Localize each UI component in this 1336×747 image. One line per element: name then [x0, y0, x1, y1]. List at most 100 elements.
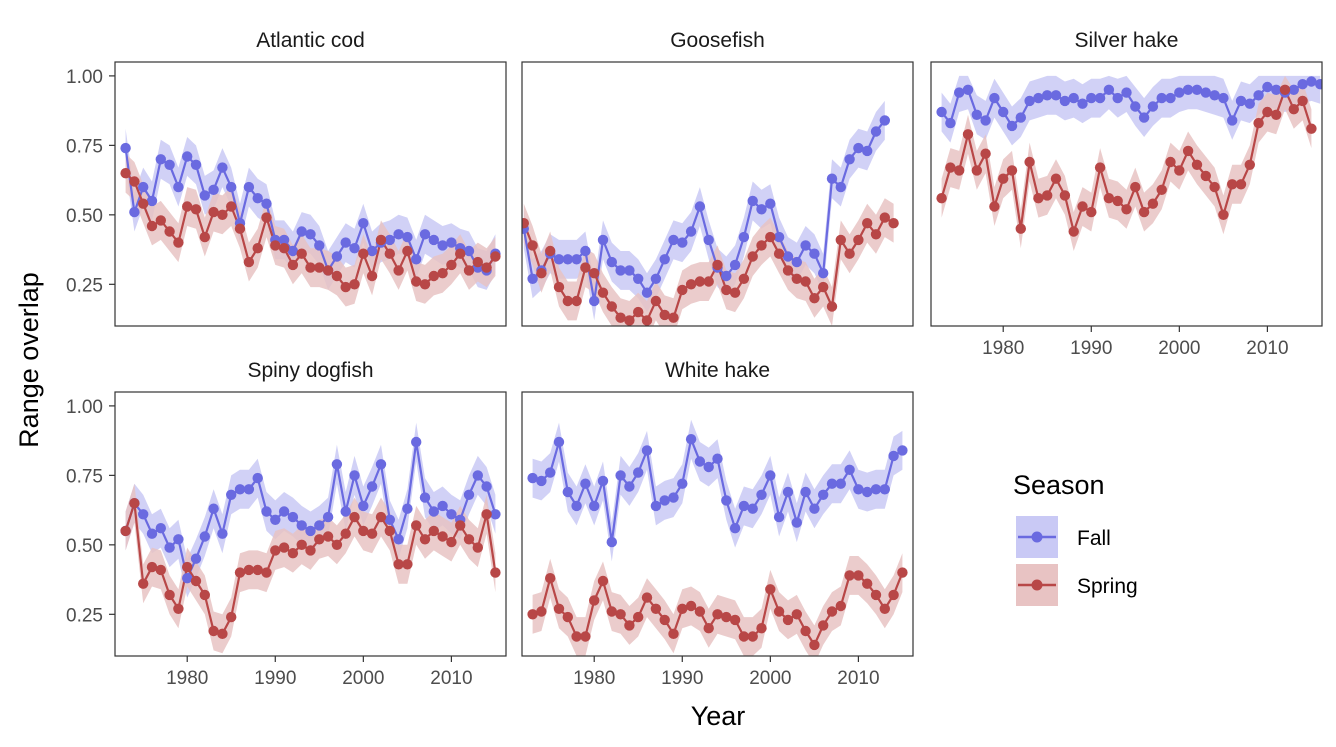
- legend: Season Fall Spring: [1013, 470, 1138, 606]
- point-spring-white-hake: [624, 620, 635, 631]
- point-fall-silver-hake: [1288, 84, 1300, 96]
- point-fall-atlantic-cod: [199, 190, 210, 201]
- point-spring-atlantic-cod: [305, 262, 316, 273]
- x-tick-label: 2000: [749, 668, 791, 689]
- point-spring-spiny-dogfish: [270, 545, 281, 556]
- point-fall-goosefish: [703, 234, 714, 246]
- point-fall-spiny-dogfish: [472, 470, 483, 481]
- point-fall-goosefish: [844, 154, 855, 165]
- point-spring-atlantic-cod: [402, 245, 413, 257]
- ribbon-fall-silver-hake: [941, 75, 1321, 146]
- point-fall-spiny-dogfish: [393, 534, 404, 545]
- point-fall-goosefish: [527, 273, 538, 284]
- point-spring-white-hake: [791, 609, 802, 620]
- point-spring-silver-hake: [1209, 181, 1220, 193]
- point-spring-silver-hake: [980, 148, 991, 159]
- point-spring-atlantic-cod: [155, 215, 166, 226]
- point-spring-spiny-dogfish: [190, 575, 202, 587]
- point-spring-goosefish: [641, 315, 653, 326]
- point-fall-spiny-dogfish: [437, 500, 448, 512]
- point-fall-spiny-dogfish: [402, 503, 413, 514]
- point-fall-goosefish: [729, 259, 741, 271]
- ribbon-fall-white-hake: [532, 419, 903, 562]
- point-spring-white-hake: [553, 603, 565, 614]
- point-spring-spiny-dogfish: [349, 511, 360, 523]
- point-fall-goosefish: [615, 265, 626, 276]
- point-spring-silver-hake: [1086, 206, 1097, 218]
- point-fall-white-hake: [729, 523, 741, 534]
- point-spring-goosefish: [597, 287, 609, 298]
- y-tick-label: 1.00: [66, 67, 103, 88]
- point-fall-silver-hake: [962, 84, 974, 96]
- x-tick-label: 1980: [166, 668, 208, 689]
- point-spring-spiny-dogfish: [226, 611, 237, 623]
- y-axis-title: Range overlap: [14, 272, 44, 448]
- point-spring-white-hake: [615, 609, 626, 620]
- point-spring-white-hake: [870, 589, 882, 601]
- point-spring-white-hake: [659, 614, 670, 626]
- legend-point: [1031, 579, 1043, 591]
- point-spring-spiny-dogfish: [296, 539, 307, 550]
- point-fall-goosefish: [747, 195, 758, 207]
- point-fall-white-hake: [712, 453, 723, 464]
- point-fall-goosefish: [853, 142, 864, 154]
- point-fall-silver-hake: [1077, 98, 1088, 109]
- point-fall-silver-hake: [1006, 120, 1018, 132]
- point-fall-white-hake: [844, 464, 855, 475]
- point-spring-goosefish: [685, 279, 697, 290]
- point-spring-silver-hake: [954, 165, 965, 176]
- point-spring-silver-hake: [945, 162, 956, 173]
- point-fall-goosefish: [835, 181, 846, 193]
- point-fall-atlantic-cod: [190, 159, 202, 170]
- point-fall-silver-hake: [1253, 90, 1264, 101]
- point-spring-white-hake: [738, 631, 750, 642]
- facet-title-spiny-dogfish: Spiny dogfish: [247, 359, 373, 382]
- panel-atlantic-cod: Atlantic cod: [114, 29, 507, 327]
- ribbon-spring-spiny-dogfish: [125, 483, 496, 654]
- point-fall-silver-hake: [1130, 101, 1141, 112]
- point-spring-spiny-dogfish: [446, 536, 457, 548]
- point-spring-silver-hake: [1042, 190, 1053, 201]
- point-spring-atlantic-cod: [129, 176, 140, 187]
- point-spring-atlantic-cod: [120, 168, 131, 179]
- point-fall-goosefish: [659, 254, 670, 265]
- point-fall-goosefish: [589, 295, 600, 307]
- point-spring-silver-hake: [1033, 193, 1044, 204]
- point-spring-spiny-dogfish: [199, 589, 210, 601]
- point-fall-silver-hake: [1050, 90, 1062, 101]
- point-fall-silver-hake: [980, 115, 991, 126]
- point-fall-atlantic-cod: [463, 245, 475, 257]
- point-spring-spiny-dogfish: [455, 520, 466, 531]
- point-spring-goosefish: [773, 248, 785, 259]
- point-fall-silver-hake: [1121, 87, 1132, 98]
- point-spring-atlantic-cod: [278, 243, 290, 254]
- point-spring-atlantic-cod: [366, 270, 378, 282]
- point-spring-atlantic-cod: [146, 220, 158, 232]
- point-spring-atlantic-cod: [411, 276, 422, 287]
- point-fall-white-hake: [800, 486, 811, 498]
- point-fall-silver-hake: [1209, 90, 1220, 101]
- point-fall-goosefish: [694, 201, 706, 212]
- x-tick-label: 2010: [430, 668, 472, 689]
- point-fall-atlantic-cod: [129, 206, 140, 218]
- point-fall-white-hake: [597, 475, 609, 487]
- point-spring-white-hake: [571, 631, 582, 642]
- point-fall-silver-hake: [1015, 112, 1026, 123]
- point-fall-silver-hake: [1086, 92, 1097, 104]
- point-spring-atlantic-cod: [270, 240, 281, 251]
- point-spring-atlantic-cod: [164, 226, 175, 237]
- point-fall-atlantic-cod: [331, 251, 343, 262]
- point-fall-goosefish: [624, 265, 635, 276]
- y-tick-label: 0.50: [66, 206, 103, 227]
- point-spring-atlantic-cod: [481, 262, 492, 273]
- point-fall-spiny-dogfish: [287, 511, 299, 523]
- point-fall-silver-hake: [1297, 79, 1308, 90]
- point-fall-goosefish: [738, 231, 750, 243]
- point-spring-goosefish: [615, 312, 626, 323]
- y-tick-label: 0.25: [66, 275, 103, 296]
- point-fall-atlantic-cod: [428, 234, 439, 246]
- point-spring-silver-hake: [1015, 223, 1026, 234]
- point-spring-spiny-dogfish: [366, 528, 378, 539]
- point-spring-goosefish: [870, 229, 882, 240]
